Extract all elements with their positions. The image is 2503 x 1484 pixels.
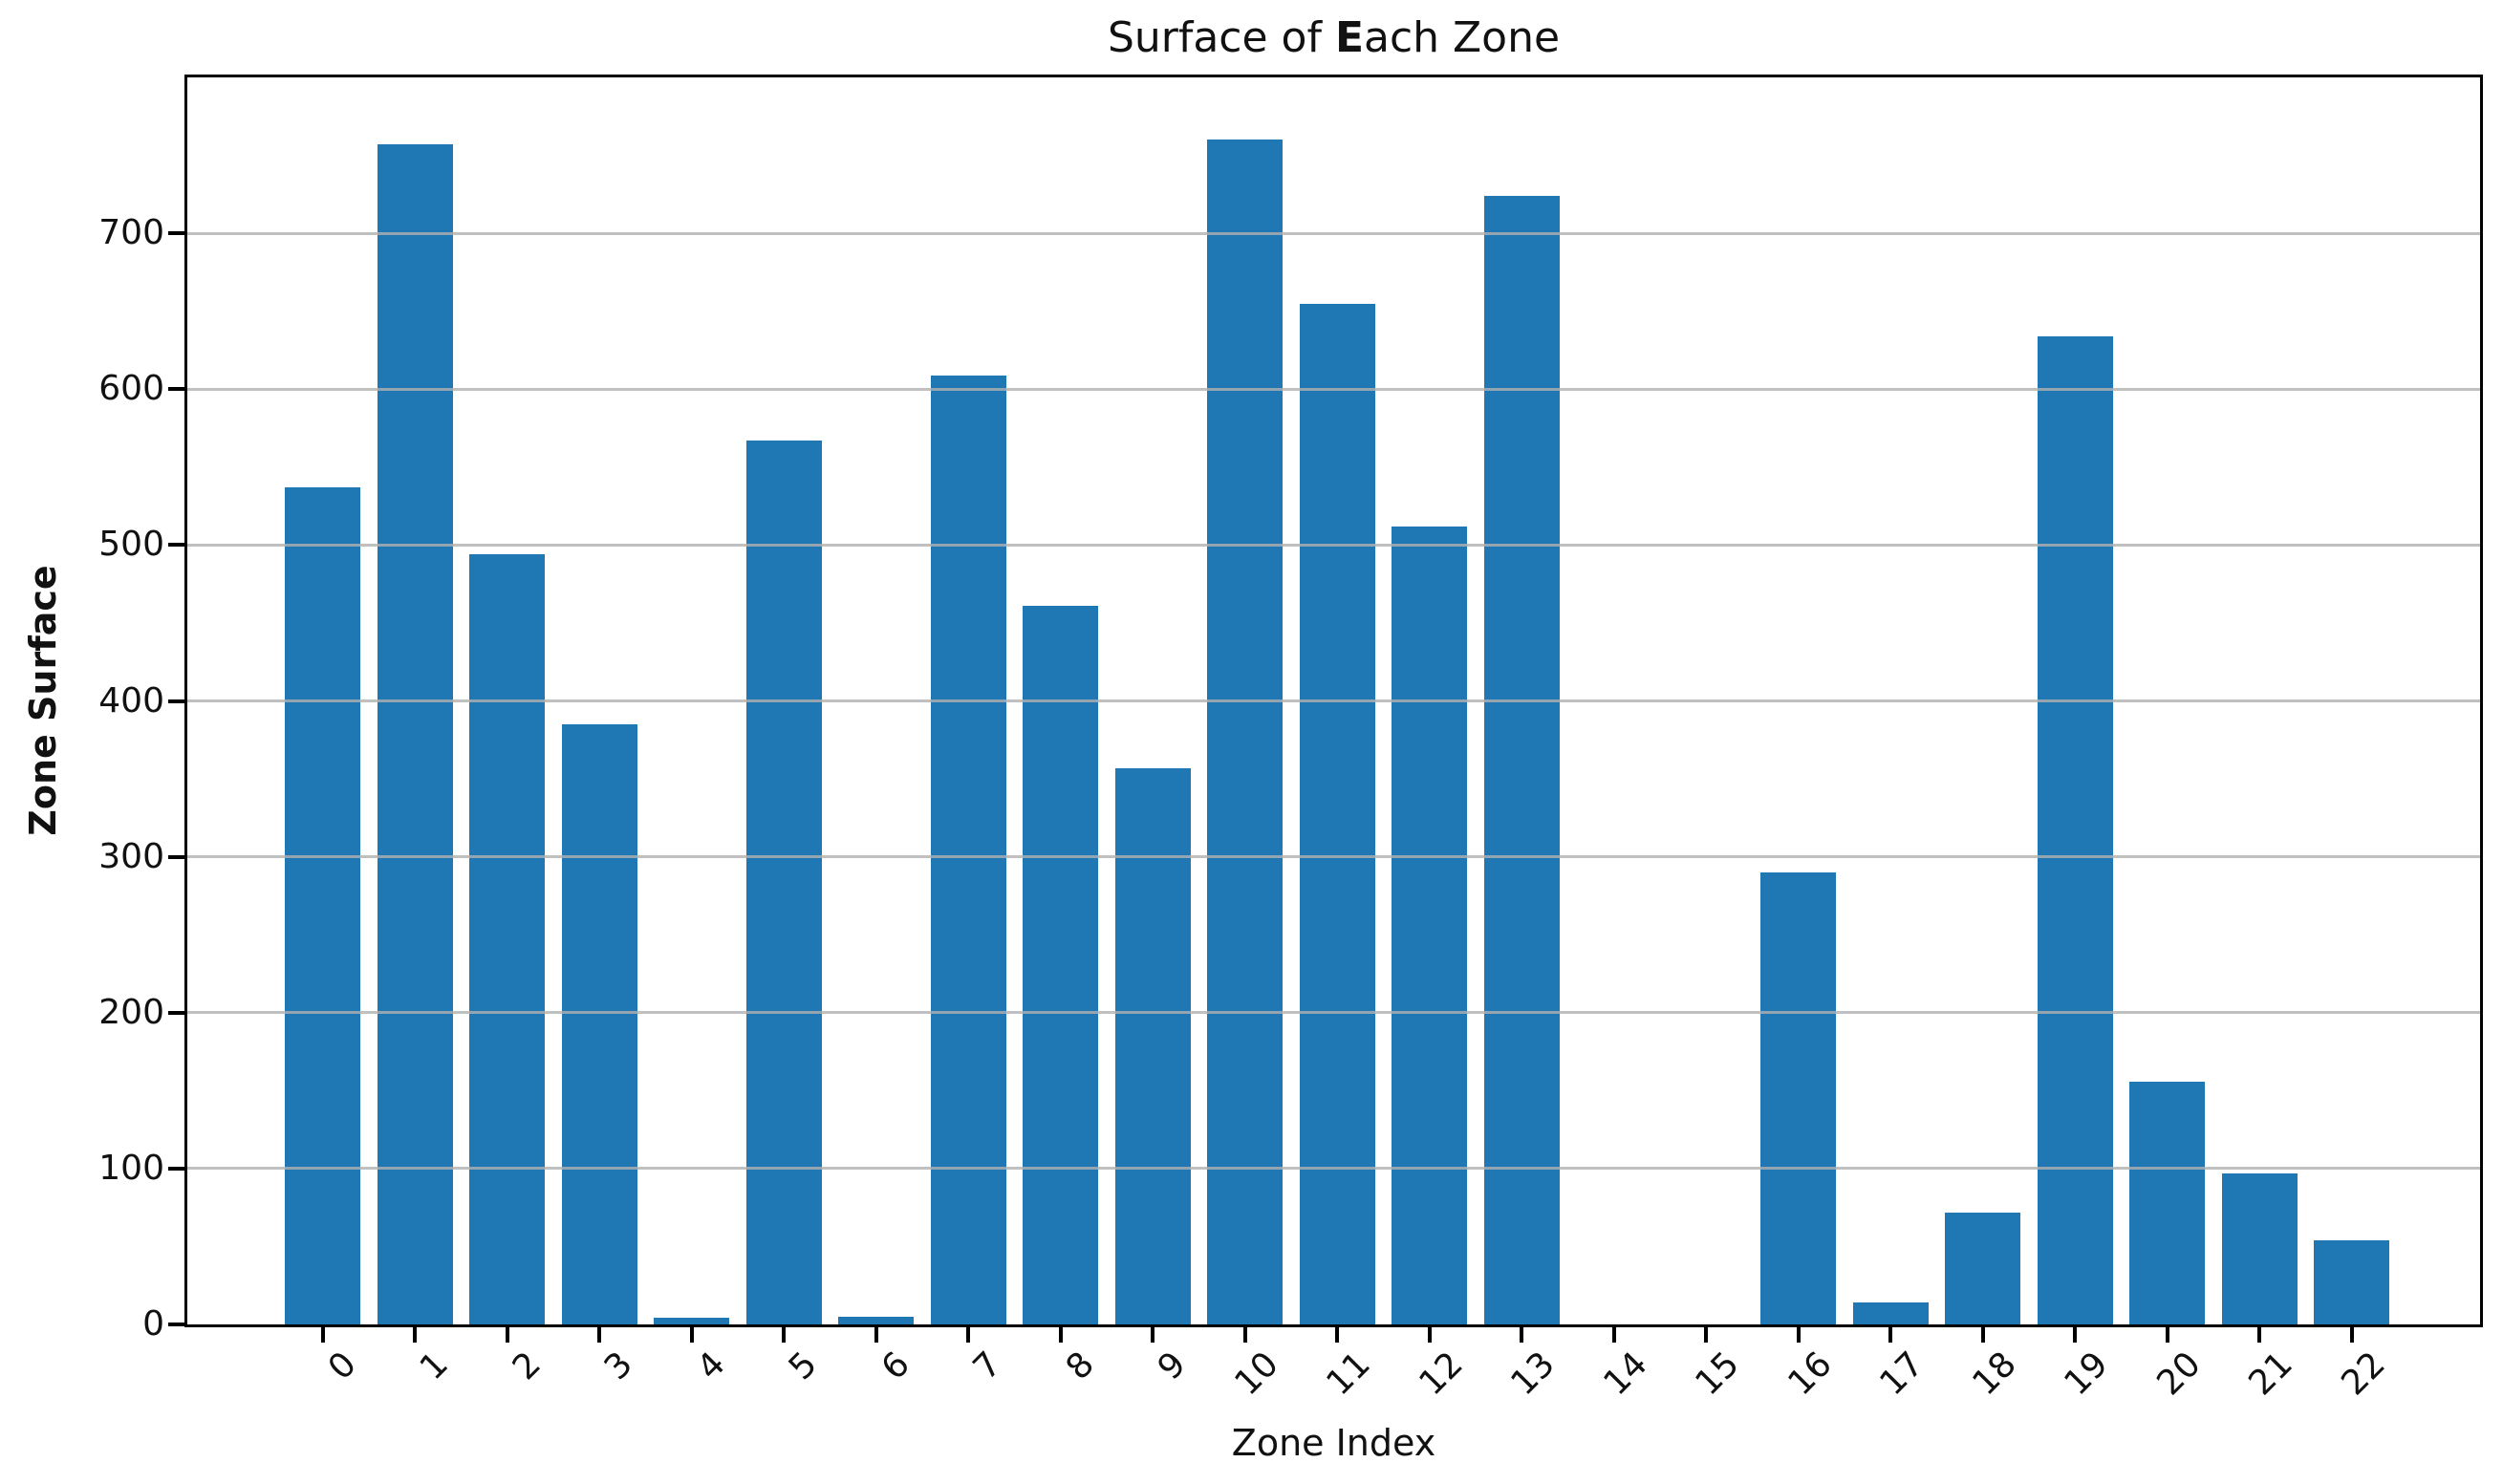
x-tick-mark <box>1242 1327 1247 1343</box>
x-tick-label: 22 <box>2334 1344 2393 1404</box>
x-tick-mark <box>597 1327 601 1343</box>
gridline-y-200 <box>187 1011 2480 1015</box>
x-tick-label: 19 <box>2057 1344 2116 1404</box>
bar-zone-17 <box>1852 1302 1929 1324</box>
y-axis-label: Zone Surface <box>22 565 64 836</box>
x-axis-label: Zone Index <box>1231 1422 1436 1464</box>
y-tick-mark <box>168 854 184 859</box>
bar-zone-9 <box>1114 768 1191 1324</box>
bar-zone-13 <box>1483 196 1560 1324</box>
gridline-y-400 <box>187 699 2480 702</box>
y-tick-mark <box>168 543 184 548</box>
x-tick-mark <box>1427 1327 1432 1343</box>
x-tick-label: 7 <box>965 1344 1009 1388</box>
plot-area <box>184 75 2483 1327</box>
y-tick-label: 0 <box>142 1304 164 1344</box>
y-tick-mark <box>168 1323 184 1326</box>
bar-zone-2 <box>469 554 545 1324</box>
gridline-y-100 <box>187 1167 2480 1171</box>
bar-zone-19 <box>2037 336 2113 1324</box>
x-tick-mark <box>1704 1327 1708 1343</box>
x-tick-mark <box>320 1327 325 1343</box>
bar-zone-11 <box>1299 304 1375 1324</box>
bar-zone-5 <box>745 441 822 1324</box>
chart-title-suffix: ach Zone <box>1364 13 1561 62</box>
bar-zone-20 <box>2129 1082 2205 1324</box>
x-tick-mark <box>505 1327 509 1343</box>
chart-title-prefix: Surface of <box>1107 13 1335 62</box>
y-tick-label: 400 <box>98 680 164 720</box>
x-tick-label: 5 <box>781 1344 825 1388</box>
y-tick-mark <box>168 387 184 392</box>
x-tick-label: 21 <box>2241 1344 2300 1404</box>
y-tick-label: 500 <box>98 525 164 565</box>
bar-zone-12 <box>1392 527 1467 1324</box>
x-tick-label: 8 <box>1058 1344 1102 1388</box>
x-tick-mark <box>1611 1327 1616 1343</box>
x-tick-label: 9 <box>1150 1344 1194 1388</box>
x-tick-mark <box>1520 1327 1523 1343</box>
gridline-y-600 <box>187 387 2480 391</box>
x-tick-label: 14 <box>1596 1344 1655 1404</box>
gridline-y-300 <box>187 855 2480 859</box>
x-tick-label: 16 <box>1780 1344 1840 1404</box>
y-tick-mark <box>168 699 184 703</box>
x-tick-mark <box>1335 1327 1339 1343</box>
bar-zone-3 <box>561 724 637 1324</box>
x-tick-mark <box>2349 1327 2354 1343</box>
gridline-y-700 <box>187 231 2480 235</box>
x-tick-mark <box>1980 1327 1985 1343</box>
x-tick-mark <box>1796 1327 1801 1343</box>
x-tick-label: 20 <box>2149 1344 2209 1404</box>
bar-zone-18 <box>1945 1213 2020 1324</box>
y-tick-mark <box>168 1010 184 1015</box>
x-tick-mark <box>2165 1327 2169 1343</box>
gridline-y-500 <box>187 543 2480 547</box>
chart-title-bold-letter: E <box>1334 13 1365 62</box>
x-tick-mark <box>1151 1327 1154 1343</box>
x-tick-mark <box>1058 1327 1063 1343</box>
bar-zone-10 <box>1207 140 1283 1324</box>
bar-zone-22 <box>2314 1240 2389 1324</box>
x-tick-mark <box>2257 1327 2261 1343</box>
y-tick-label: 300 <box>98 836 164 876</box>
x-tick-label: 6 <box>874 1344 917 1388</box>
x-tick-mark <box>1888 1327 1892 1343</box>
x-tick-label: 17 <box>1872 1344 1931 1404</box>
x-tick-mark <box>2073 1327 2077 1343</box>
x-tick-label: 3 <box>596 1344 640 1388</box>
bar-zone-7 <box>930 376 1006 1324</box>
y-tick-mark <box>168 231 184 236</box>
y-tick-label: 700 <box>98 213 164 253</box>
x-tick-mark <box>874 1327 878 1343</box>
bar-zone-0 <box>285 487 360 1324</box>
x-tick-label: 13 <box>1503 1344 1563 1404</box>
y-tick-label: 200 <box>98 992 164 1032</box>
x-tick-label: 2 <box>505 1344 549 1388</box>
x-tick-label: 0 <box>320 1344 364 1388</box>
bar-zone-6 <box>838 1317 914 1324</box>
y-tick-label: 600 <box>98 369 164 409</box>
x-tick-label: 15 <box>1688 1344 1747 1404</box>
y-tick-label: 100 <box>98 1148 164 1188</box>
x-tick-label: 11 <box>1319 1344 1378 1404</box>
x-tick-label: 10 <box>1227 1344 1286 1404</box>
bar-zone-21 <box>2221 1173 2298 1324</box>
bar-zone-16 <box>1760 872 1836 1324</box>
x-tick-label: 4 <box>689 1344 733 1388</box>
bar-zone-8 <box>1023 606 1098 1324</box>
x-tick-mark <box>966 1327 970 1343</box>
x-tick-label: 18 <box>1965 1344 2024 1404</box>
x-tick-mark <box>413 1327 417 1343</box>
x-tick-label: 12 <box>1412 1344 1471 1404</box>
x-tick-mark <box>782 1327 786 1343</box>
bar-zone-1 <box>377 144 453 1324</box>
chart-title: Surface of Each Zone <box>184 13 2483 63</box>
bar-zone-4 <box>654 1318 729 1324</box>
x-tick-label: 1 <box>412 1344 456 1388</box>
x-tick-mark <box>689 1327 694 1343</box>
y-tick-mark <box>168 1166 184 1171</box>
